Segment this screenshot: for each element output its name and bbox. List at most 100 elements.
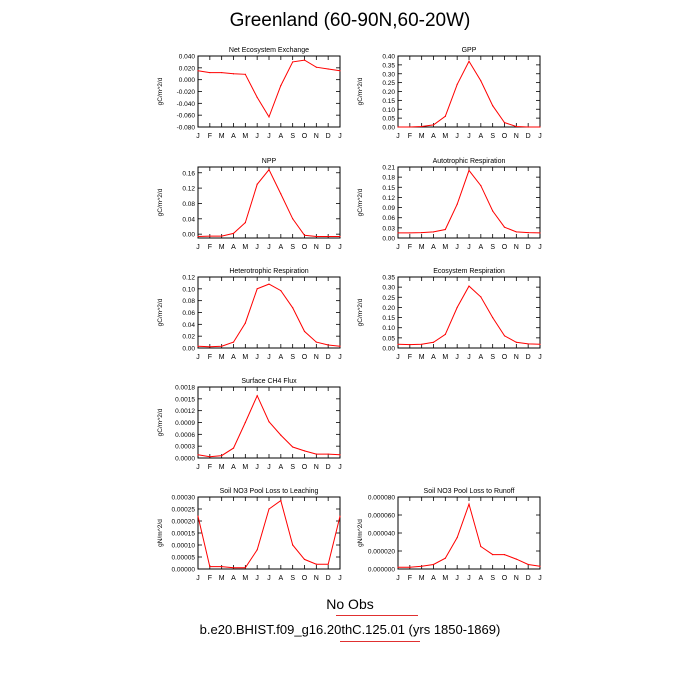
panel-3-xtick-label: J — [255, 244, 259, 251]
panel-6-ytick-label: 0.25 — [382, 295, 395, 302]
panel-6-title: Ecosystem Respiration — [433, 268, 505, 275]
panel-8-xtick-label: A — [278, 575, 283, 582]
panel-6-data-point — [397, 343, 399, 345]
panel-8-xtick-label: A — [231, 575, 236, 582]
panel-9-data-point — [515, 558, 517, 560]
panel-5-title: Heterotrophic Respiration — [229, 268, 308, 275]
panel-9-data-point — [527, 563, 529, 566]
panel-9-data-point — [503, 554, 506, 556]
panel-3-data-point — [292, 218, 294, 220]
panel-4-xtick-label: M — [442, 244, 448, 251]
panel-3-xtick-label: M — [242, 244, 248, 251]
panel-1-xtick-label: A — [231, 133, 236, 140]
panel-9-ytick-label: 0.000060 — [368, 513, 395, 520]
panel-2-ytick-label: 0.35 — [382, 62, 395, 69]
panel-6-data-point — [492, 316, 494, 319]
panel-4-ytick-label: 0.12 — [382, 195, 395, 202]
page-title: Greenland (60-90N,60-20W) — [229, 10, 471, 31]
panel-4-xtick-label: D — [526, 244, 531, 251]
panel-5-ytick-label: 0.04 — [182, 322, 195, 329]
panel-7-series-line — [197, 394, 341, 458]
panel-1-xtick-label: J — [196, 133, 200, 140]
panel-7-xtick-label: N — [314, 464, 319, 471]
panel-3-data-point — [244, 222, 246, 224]
panel-9-data-point — [397, 566, 399, 568]
panel-2-xtick-label: D — [526, 133, 531, 140]
panel-2-xtick-label: M — [442, 133, 448, 140]
panel-7-data-point — [303, 450, 306, 452]
panel-4-ytick-label: 0.03 — [382, 225, 395, 232]
panel-5-xtick-label: D — [326, 354, 331, 361]
panel-9-xtick-label: F — [408, 575, 412, 582]
panel-5-data-point — [232, 341, 235, 343]
panel-5-data-point — [209, 346, 211, 348]
panel-1-data-point — [197, 70, 199, 72]
panel-5-xtick-label: F — [208, 354, 212, 361]
panel-7-xtick-label: S — [290, 464, 295, 471]
panel-4-ytick-label: 0.21 — [382, 165, 395, 172]
panel-1-xtick-label: M — [219, 133, 225, 140]
panel-2-xtick-label: J — [538, 133, 542, 140]
panel-4-xtick-label: A — [431, 244, 436, 251]
panel-1-data-point — [232, 73, 235, 75]
panel-8-title: Soil NO3 Pool Loss to Leaching — [220, 488, 319, 495]
panel-4-data-point — [515, 231, 517, 233]
panel-9-data-point — [480, 545, 482, 548]
panel-2-xtick-label: J — [396, 133, 400, 140]
panel-4-data-point — [432, 231, 435, 233]
panel-6-data-point — [409, 343, 411, 346]
panel-5-ytick-label: 0.02 — [182, 334, 195, 341]
panel-4-title: Autotrophic Respiration — [433, 158, 506, 165]
panel-6-data-point — [480, 296, 482, 298]
panel-6-xtick-label: J — [396, 354, 400, 361]
panel-8-ylabel: gN/m^2/d — [157, 519, 164, 547]
panel-3-data-point — [327, 235, 329, 238]
panel-6-ytick-label: 0.05 — [382, 335, 395, 342]
panel-7-xtick-label: D — [326, 464, 331, 471]
panel-9-data-point — [456, 536, 458, 539]
panel-9-ytick-label: 0.000040 — [368, 531, 395, 538]
panel-7-frame — [197, 386, 341, 459]
panel-6-xtick-label: N — [514, 354, 519, 361]
panel-2-data-point — [527, 126, 529, 128]
panel-7-data-point — [244, 421, 246, 424]
panel-6-ytick-label: 0.20 — [382, 305, 395, 312]
panel-1-data-point — [221, 71, 223, 74]
panel-5-data-point — [303, 330, 306, 333]
panel-3-data-point — [303, 234, 306, 236]
panel-2-xtick-label: N — [514, 133, 519, 140]
panel-8-data-point — [256, 549, 258, 551]
panel-6-data-point — [503, 335, 506, 337]
panel-3-series-line — [197, 168, 340, 237]
panel-7-data-point — [339, 454, 341, 456]
panel-4-ytick-label: 0.15 — [382, 185, 395, 192]
panel-8-data-point — [244, 567, 246, 569]
panel-5-xtick-label: M — [219, 354, 225, 361]
panel-1-data-point — [303, 59, 306, 61]
panel-9-ytick-label: 0.000080 — [368, 495, 395, 502]
panel-1-data-point — [280, 84, 282, 87]
panel-8-xtick-label: J — [338, 575, 342, 582]
panel-7-data-point — [268, 421, 270, 423]
panel-8-data-point — [221, 566, 223, 568]
panel-1-data-point — [339, 70, 341, 72]
panel-8-xtick-label: D — [326, 575, 331, 582]
panel-2-xtick-label: M — [419, 133, 425, 140]
panel-3-xtick-label: F — [208, 244, 212, 251]
panel-6-frame — [397, 276, 541, 349]
panel-9-xtick-label: N — [514, 575, 519, 582]
panel-1-data-point — [244, 73, 246, 75]
panel-4-data-point — [444, 228, 446, 231]
panel-4-data-point — [480, 184, 482, 187]
panel-8-data-point — [280, 500, 282, 502]
panel-2-ytick-label: 0.10 — [382, 107, 395, 114]
panel-9-xtick-label: J — [467, 575, 471, 582]
panel-5-ytick-label: 0.00 — [182, 346, 195, 353]
panel-1-ylabel: gC/m^2/d — [157, 77, 164, 105]
panel-2-frame — [397, 55, 541, 128]
case-legend-line — [340, 641, 420, 642]
panel-2-data-point — [515, 125, 517, 128]
panel-7-ylabel: gC/m^2/d — [157, 408, 164, 436]
panel-8-data-point — [339, 515, 341, 517]
panel-1-xtick-label: D — [326, 133, 331, 140]
